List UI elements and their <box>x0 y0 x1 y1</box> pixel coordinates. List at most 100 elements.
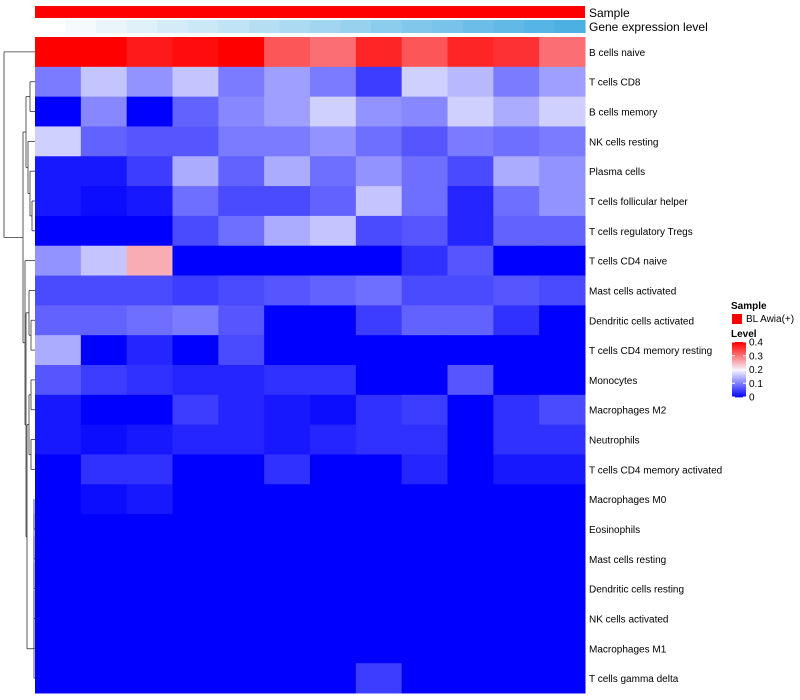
heatmap-cell <box>126 156 173 187</box>
heatmap-cell <box>172 96 219 127</box>
heatmap-cell <box>35 245 82 277</box>
heatmap-cell <box>310 37 357 68</box>
legend-bar-segment <box>732 384 746 387</box>
heatmap-cell <box>355 215 403 247</box>
heatmap-cell <box>401 543 448 575</box>
heatmap-cell <box>355 573 403 605</box>
heatmap-cell <box>172 215 219 247</box>
heatmap-cell <box>493 573 540 605</box>
row-label: Eosinophils <box>589 525 640 536</box>
heatmap-cell <box>80 126 128 157</box>
heatmap-cell <box>355 633 403 664</box>
heatmap-cell <box>264 245 311 277</box>
heatmap-cell <box>126 454 173 485</box>
heatmap-cell <box>218 156 265 187</box>
row-label: Macrophages M2 <box>589 406 667 417</box>
heatmap-cell <box>126 394 173 426</box>
gene-expression-track-label: Gene expression level <box>589 20 708 34</box>
heatmap-cell <box>401 215 448 247</box>
heatmap-cell <box>80 514 128 545</box>
heatmap-cell <box>310 454 357 485</box>
heatmap-cell <box>80 365 128 396</box>
heatmap-cell <box>172 305 219 336</box>
heatmap-cell <box>218 215 265 247</box>
legend-bar-segment <box>732 387 746 390</box>
legend-bar-segment <box>732 355 746 358</box>
heatmap-cell <box>264 156 311 187</box>
heatmap-cell <box>447 66 494 98</box>
heatmap-cell <box>264 305 311 336</box>
heatmap-cell <box>401 37 448 68</box>
row-label: B cells memory <box>589 108 657 119</box>
heatmap-cell <box>493 215 540 247</box>
heatmap-cell <box>493 245 540 277</box>
heatmap-cell <box>35 126 82 157</box>
row-label: Macrophages M0 <box>589 495 667 506</box>
heatmap-cell <box>401 275 448 306</box>
legend-tick-label: 0.1 <box>749 379 763 390</box>
heatmap-cell <box>126 365 173 396</box>
heatmap-cell <box>310 603 357 634</box>
heatmap-cell <box>218 245 265 277</box>
legend-bar-segment <box>732 369 746 372</box>
legend-level-title: Level <box>731 329 757 340</box>
heatmap-cell <box>35 275 82 306</box>
heatmap-cell <box>539 245 586 277</box>
heatmap-cell <box>80 66 128 98</box>
heatmap-cell <box>355 96 403 127</box>
heatmap-cell <box>80 275 128 306</box>
heatmap-cell <box>126 186 173 217</box>
heatmap-cell <box>493 424 540 455</box>
legend-bar-segment <box>732 373 746 376</box>
heatmap-cell <box>493 37 540 68</box>
heatmap-cell <box>80 305 128 336</box>
heatmap-cell <box>172 275 219 306</box>
heatmap-cell <box>264 573 311 605</box>
heatmap-cell <box>355 663 403 694</box>
expression-track-segment <box>35 20 67 33</box>
heatmap-cell <box>80 573 128 605</box>
heatmap-cell <box>264 603 311 634</box>
legend-bar-segment <box>732 361 746 364</box>
legend-bar-segment <box>732 372 746 375</box>
heatmap-cell <box>218 573 265 605</box>
heatmap-cell <box>355 454 403 485</box>
heatmap-cell <box>401 663 448 694</box>
heatmap-cell <box>355 543 403 575</box>
heatmap-cell <box>310 394 357 426</box>
heatmap-cell <box>218 96 265 127</box>
heatmap-cell <box>218 543 265 575</box>
legend-bar-segment <box>732 348 746 351</box>
heatmap-cell <box>80 543 128 575</box>
heatmap-cell <box>172 365 219 396</box>
heatmap-cell <box>35 454 82 485</box>
heatmap-cell <box>401 484 448 515</box>
expression-track-segment <box>218 20 250 33</box>
heatmap-cell <box>355 37 403 68</box>
heatmap-cell <box>401 305 448 336</box>
heatmap-cell <box>264 335 311 366</box>
heatmap-cell <box>80 96 128 127</box>
heatmap-cell <box>401 365 448 396</box>
row-label: T cells gamma delta <box>589 674 679 685</box>
heatmap-cell <box>35 663 82 694</box>
legend-bar-segment <box>732 347 746 350</box>
row-label: NK cells activated <box>589 614 668 625</box>
heatmap-cell <box>401 514 448 545</box>
legend-bar-segment <box>732 358 746 361</box>
heatmap-cell <box>401 96 448 127</box>
legend-bar-segment <box>732 379 746 381</box>
heatmap-cell <box>80 424 128 455</box>
heatmap-cell <box>539 305 586 336</box>
legend-sample-title: Sample <box>731 301 767 312</box>
expression-track-segment <box>279 20 311 33</box>
heatmap-cell <box>80 186 128 217</box>
heatmap-cell <box>539 66 586 98</box>
heatmap-cell <box>355 335 403 366</box>
heatmap-cell <box>126 484 173 515</box>
heatmap-cell <box>539 394 586 426</box>
heatmap-cell <box>35 484 82 515</box>
heatmap-cell <box>218 37 265 68</box>
heatmap-cell <box>401 335 448 366</box>
row-label: Macrophages M1 <box>589 644 667 655</box>
